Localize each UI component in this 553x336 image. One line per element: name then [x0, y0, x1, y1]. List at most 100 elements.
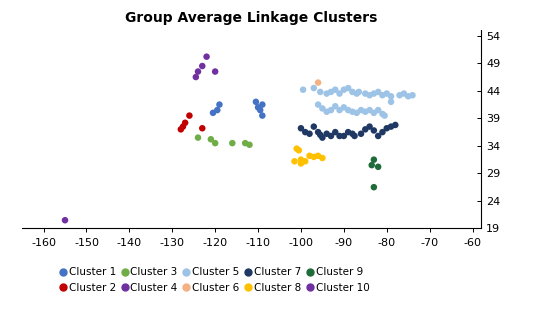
Point: [350, 133, 359, 139]
Point: [290, 159, 299, 164]
Point: [331, 87, 340, 92]
Point: [322, 131, 331, 136]
Point: [296, 126, 305, 131]
Point: [361, 127, 370, 132]
Point: [322, 91, 331, 96]
Point: [185, 113, 194, 118]
Point: [399, 91, 408, 96]
Point: [258, 102, 267, 107]
Point: [348, 109, 357, 115]
Point: [378, 92, 387, 98]
Point: [318, 155, 327, 161]
Point: [335, 108, 344, 113]
Point: [194, 69, 202, 74]
Point: [357, 131, 366, 136]
Point: [361, 109, 370, 115]
Point: [387, 94, 395, 99]
Point: [215, 102, 224, 107]
Point: [382, 126, 391, 131]
Point: [314, 153, 322, 159]
Point: [344, 129, 353, 135]
Point: [348, 89, 357, 95]
Point: [194, 135, 202, 140]
Point: [331, 129, 340, 135]
Point: [208, 110, 217, 116]
Point: [179, 124, 187, 129]
Point: [354, 89, 363, 95]
Point: [258, 113, 267, 118]
Point: [335, 91, 344, 96]
Point: [316, 89, 325, 95]
Point: [387, 99, 395, 104]
Point: [327, 133, 336, 139]
Title: Group Average Linkage Clusters: Group Average Linkage Clusters: [126, 11, 378, 25]
Point: [305, 131, 314, 136]
Point: [309, 85, 318, 91]
Point: [292, 146, 301, 151]
Point: [365, 124, 374, 129]
Point: [228, 140, 237, 146]
Point: [387, 124, 395, 129]
Point: [252, 99, 260, 104]
Point: [294, 148, 303, 153]
Point: [374, 133, 383, 139]
Point: [404, 94, 413, 99]
Point: [331, 103, 340, 109]
Point: [202, 54, 211, 59]
Point: [344, 108, 353, 113]
Legend: Cluster 1, Cluster 2, Cluster 3, Cluster 4, Cluster 5, Cluster 6, Cluster 7, Clu: Cluster 1, Cluster 2, Cluster 3, Cluster…: [58, 265, 372, 295]
Point: [61, 217, 70, 223]
Point: [327, 108, 336, 113]
Point: [241, 140, 249, 146]
Point: [374, 164, 383, 169]
Point: [301, 129, 310, 135]
Point: [335, 133, 344, 139]
Point: [296, 157, 305, 162]
Point: [211, 69, 220, 74]
Point: [365, 92, 374, 98]
Point: [309, 154, 318, 160]
Point: [191, 74, 200, 80]
Point: [176, 127, 185, 132]
Point: [198, 126, 207, 131]
Point: [367, 163, 376, 168]
Point: [301, 159, 310, 164]
Point: [378, 111, 387, 117]
Point: [314, 80, 322, 85]
Point: [245, 142, 254, 148]
Point: [395, 92, 404, 98]
Point: [361, 91, 370, 96]
Point: [254, 104, 263, 110]
Point: [365, 108, 374, 113]
Point: [318, 135, 327, 140]
Point: [305, 153, 314, 159]
Point: [380, 113, 389, 118]
Point: [374, 108, 383, 113]
Point: [327, 89, 336, 95]
Point: [206, 136, 215, 142]
Point: [198, 64, 207, 69]
Point: [344, 85, 353, 91]
Point: [369, 91, 378, 96]
Point: [369, 157, 378, 162]
Point: [352, 91, 361, 96]
Point: [382, 91, 391, 96]
Point: [213, 108, 222, 113]
Point: [340, 104, 348, 110]
Point: [340, 133, 348, 139]
Point: [369, 110, 378, 116]
Point: [318, 106, 327, 111]
Point: [369, 128, 378, 133]
Point: [314, 102, 322, 107]
Point: [299, 87, 307, 92]
Point: [391, 122, 400, 128]
Point: [340, 87, 348, 92]
Point: [369, 184, 378, 190]
Point: [211, 140, 220, 146]
Point: [408, 92, 417, 98]
Point: [256, 108, 265, 113]
Point: [316, 132, 325, 137]
Point: [309, 124, 318, 129]
Point: [296, 161, 305, 166]
Point: [314, 129, 322, 135]
